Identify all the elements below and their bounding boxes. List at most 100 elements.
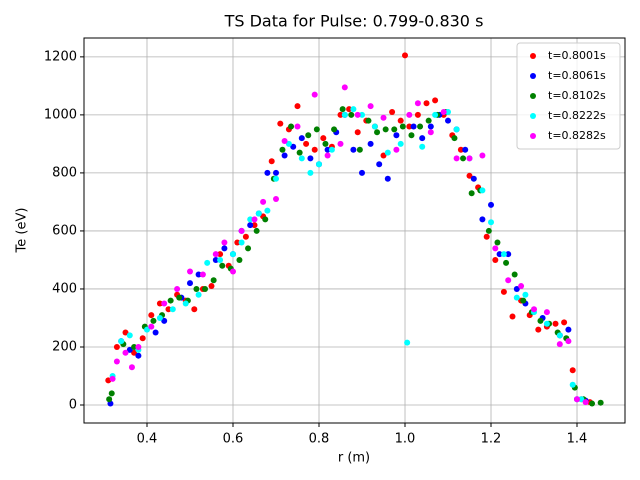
scatter-point — [365, 117, 372, 124]
scatter-point — [277, 120, 284, 127]
y-tick-label: 1000 — [44, 107, 77, 122]
x-tick-label: 0.6 — [223, 432, 244, 447]
scatter-point — [543, 309, 550, 316]
y-tick-label: 600 — [52, 223, 77, 238]
scatter-point — [311, 91, 318, 98]
scatter-point — [210, 277, 217, 284]
scatter-point — [397, 117, 404, 124]
scatter-point — [393, 146, 400, 153]
scatter-point — [380, 114, 387, 121]
scatter-point — [229, 251, 236, 258]
scatter-point — [457, 146, 464, 153]
scatter-point — [406, 123, 413, 130]
x-tick-label: 1.2 — [481, 432, 502, 447]
scatter-point — [167, 297, 174, 304]
scatter-point — [285, 140, 292, 147]
scatter-point — [488, 219, 495, 226]
scatter-point — [419, 143, 426, 150]
x-axis-label: r (m) — [338, 451, 370, 466]
scatter-point — [414, 100, 421, 107]
legend-marker — [530, 73, 536, 79]
scatter-point — [245, 245, 252, 252]
scatter-point — [350, 106, 357, 113]
legend-label: t=0.8061s — [548, 69, 606, 82]
scatter-point — [537, 317, 544, 324]
scatter-point — [212, 256, 219, 263]
scatter-point — [384, 175, 391, 182]
scatter-point — [161, 317, 168, 324]
scatter-point — [565, 338, 572, 345]
scatter-point — [500, 251, 507, 258]
scatter-point — [466, 172, 473, 179]
scatter-point — [384, 149, 391, 156]
scatter-point — [195, 291, 202, 298]
scatter-point — [195, 271, 202, 278]
scatter-point — [348, 111, 355, 118]
scatter-point — [311, 146, 318, 153]
scatter-point — [156, 300, 163, 307]
scatter-point — [337, 111, 344, 118]
scatter-point — [367, 103, 374, 110]
scatter-point — [262, 216, 269, 223]
scatter-point — [356, 146, 363, 153]
scatter-point — [569, 381, 576, 388]
scatter-point — [406, 111, 413, 118]
scatter-point — [331, 126, 338, 133]
legend-marker — [530, 133, 536, 139]
scatter-point — [359, 111, 366, 118]
scatter-point — [273, 175, 280, 182]
scatter-point — [199, 271, 206, 278]
scatter-point — [251, 222, 258, 229]
scatter-point — [505, 277, 512, 284]
scatter-point — [359, 169, 366, 176]
scatter-point — [221, 239, 228, 246]
scatter-point — [118, 338, 125, 345]
scatter-point — [135, 352, 142, 359]
scatter-point — [106, 396, 113, 403]
scatter-point — [565, 326, 572, 333]
scatter-point — [505, 251, 512, 258]
scatter-point — [374, 129, 381, 136]
scatter-point — [324, 152, 331, 159]
legend-label: t=0.8282s — [548, 129, 606, 142]
legend-box — [516, 42, 621, 150]
scatter-point — [165, 306, 172, 313]
scatter-point — [419, 135, 426, 142]
scatter-point — [492, 256, 499, 263]
scatter-point — [582, 399, 589, 406]
scatter-point — [414, 111, 421, 118]
scatter-point — [341, 84, 348, 91]
scatter-point — [391, 126, 398, 133]
x-tick-label: 0.8 — [309, 432, 330, 447]
scatter-point — [466, 155, 473, 162]
scatter-point — [219, 262, 226, 269]
scatter-point — [513, 285, 520, 292]
scatter-point — [122, 349, 129, 356]
scatter-point — [500, 288, 507, 295]
scatter-point — [174, 285, 181, 292]
scatter-point — [578, 396, 585, 403]
scatter-point — [298, 135, 305, 142]
scatter-point — [126, 332, 133, 339]
scatter-point — [273, 169, 280, 176]
scatter-point — [193, 285, 200, 292]
scatter-point — [328, 146, 335, 153]
scatter-point — [410, 123, 417, 130]
scatter-point — [511, 271, 518, 278]
scatter-point — [135, 343, 142, 350]
scatter-point — [320, 135, 327, 142]
legend-label: t=0.8001s — [548, 49, 606, 62]
scatter-point — [143, 326, 150, 333]
x-tick-label: 0.4 — [137, 432, 158, 447]
x-tick-label: 1.0 — [395, 432, 416, 447]
legend-marker — [530, 113, 536, 119]
scatter-point — [376, 161, 383, 168]
scatter-point — [535, 326, 542, 333]
scatter-point — [393, 132, 400, 139]
scatter-point — [298, 155, 305, 162]
scatter-point — [354, 111, 361, 118]
scatter-point — [445, 108, 452, 115]
scatter-point — [350, 146, 357, 153]
scatter-point — [288, 123, 295, 130]
scatter-point — [445, 117, 452, 124]
